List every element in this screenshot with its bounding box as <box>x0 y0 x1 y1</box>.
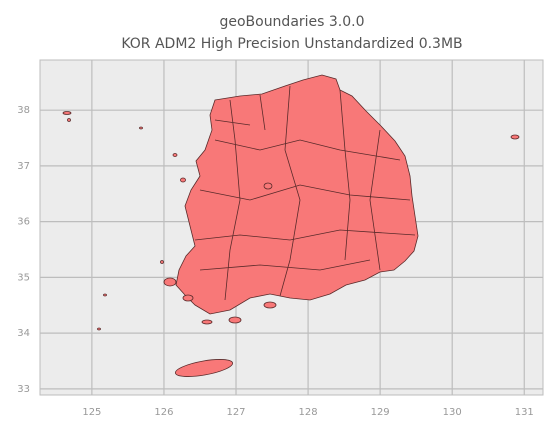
islet <box>180 177 186 183</box>
mainland <box>175 74 419 315</box>
x-tick-label: 126 <box>154 407 173 418</box>
y-tick-label: 37 <box>17 161 30 172</box>
x-tick-label: 131 <box>515 407 534 418</box>
x-tick-label: 129 <box>371 407 390 418</box>
chart-title: geoBoundaries 3.0.0 <box>219 14 364 30</box>
islet <box>201 319 213 325</box>
islet <box>160 260 164 264</box>
x-tick-label: 127 <box>226 407 245 418</box>
x-tick-label: 128 <box>299 407 318 418</box>
x-tick-label: 125 <box>82 407 101 418</box>
y-tick-label: 34 <box>17 328 30 339</box>
ulleung-island <box>510 134 520 140</box>
islet <box>103 293 107 297</box>
islet <box>67 118 71 122</box>
y-tick-label: 36 <box>17 217 30 228</box>
chart-subtitle: KOR ADM2 High Precision Unstandardized 0… <box>121 36 462 52</box>
islet <box>62 111 72 115</box>
y-tick-label: 33 <box>17 384 30 395</box>
islet <box>172 153 178 157</box>
islet <box>263 301 277 309</box>
islet <box>97 327 101 331</box>
islet <box>228 316 242 324</box>
y-tick-label: 35 <box>17 272 30 283</box>
islet <box>163 277 177 287</box>
x-tick-label: 130 <box>443 407 462 418</box>
city-region <box>263 182 273 190</box>
y-tick-label: 38 <box>17 105 30 116</box>
map-regions <box>62 74 520 377</box>
islet <box>182 294 194 302</box>
jeju-island <box>175 359 233 377</box>
islet <box>139 126 143 130</box>
region-borders <box>194 85 416 301</box>
